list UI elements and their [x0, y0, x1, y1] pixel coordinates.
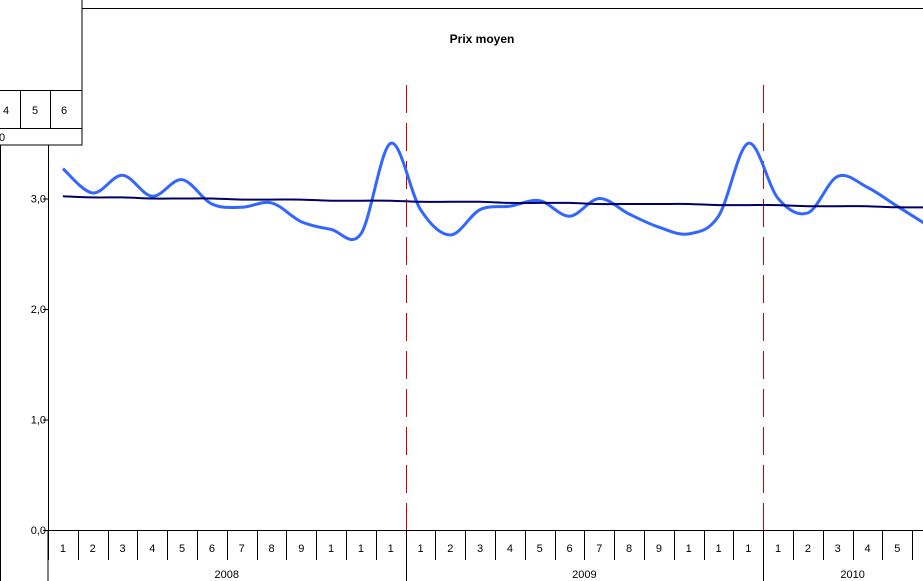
y-axis-ticks: 0,01,02,03,04,0 [31, 83, 48, 537]
x-tick-label: 1 [60, 543, 66, 555]
x-tick-label: 1 [358, 543, 364, 555]
x-tick-label: 3 [477, 543, 483, 555]
x-axis-ticks: 123456789111123456789111123456 [48, 530, 913, 560]
year-label: 2010 [840, 569, 864, 581]
trend-series-line [62, 195, 923, 209]
x-tick-label: 2 [90, 543, 96, 555]
x-tick-label: 4 [149, 543, 155, 555]
x-tick-label: 9 [298, 543, 304, 555]
x-tick-label: 6 [209, 543, 215, 555]
x-tick-label: 1 [686, 543, 692, 555]
x-tick-label: 1 [388, 543, 394, 555]
x-tick-label: 3 [835, 543, 841, 555]
chart-title: Prix moyen [450, 32, 515, 46]
inset-fragment: 4 5 6 0 [0, 0, 83, 146]
inset-partial-label: 0 [0, 132, 5, 144]
x-tick-label: 4 [864, 543, 870, 555]
inset-label-4: 4 [3, 105, 9, 117]
x-tick-label: 1 [775, 543, 781, 555]
year-label: 2009 [572, 569, 596, 581]
x-tick-label: 1 [328, 543, 334, 555]
year-label: 2008 [215, 569, 239, 581]
y-tick-label: 3,0 [31, 194, 46, 206]
x-tick-label: 5 [179, 543, 185, 555]
x-tick-label: 6 [566, 543, 572, 555]
x-tick-label: 7 [239, 543, 245, 555]
x-tick-label: 5 [894, 543, 900, 555]
x-tick-label: 7 [596, 543, 602, 555]
x-tick-label: 9 [656, 543, 662, 555]
y-tick-label: 1,0 [31, 415, 46, 427]
x-tick-label: 1 [417, 543, 423, 555]
x-tick-label: 2 [447, 543, 453, 555]
price-series-line [61, 141, 923, 242]
year-separators [406, 85, 764, 530]
x-tick-label: 1 [715, 543, 721, 555]
y-tick-label: 0,0 [31, 525, 46, 537]
y-tick-label: 2,0 [31, 304, 46, 316]
x-tick-label: 4 [507, 543, 513, 555]
inset-label-5: 5 [32, 105, 38, 117]
x-tick-label: 2 [805, 543, 811, 555]
x-tick-label: 1 [745, 543, 751, 555]
series-group [61, 141, 923, 242]
year-axis: 2008 2009 2010 [47, 530, 865, 581]
x-tick-label: 3 [119, 543, 125, 555]
inset-label-6: 6 [61, 105, 67, 117]
x-tick-label: 5 [537, 543, 543, 555]
x-tick-label: 8 [268, 543, 274, 555]
x-tick-label: 8 [626, 543, 632, 555]
chart-frame [0, 8, 923, 581]
